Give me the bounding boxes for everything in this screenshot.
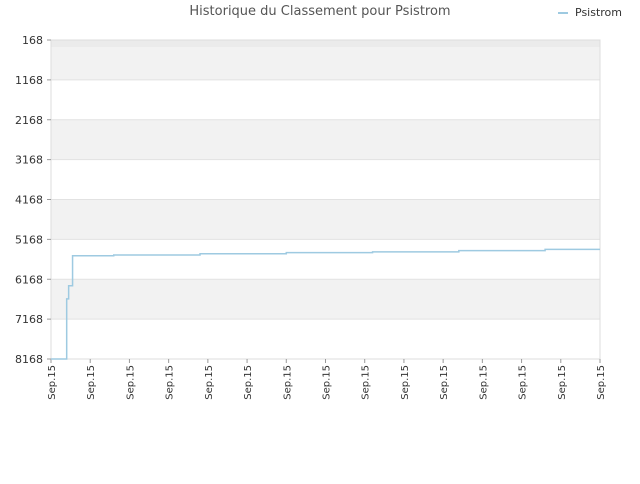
legend-label: Psistrom bbox=[575, 6, 622, 19]
y-tick-label: 2168 bbox=[15, 114, 43, 127]
y-tick-label: 1168 bbox=[15, 74, 43, 87]
x-tick-label: Sep.15 bbox=[243, 365, 254, 400]
x-tick-label: Sep.15 bbox=[322, 365, 333, 400]
y-tick-label: 168 bbox=[22, 34, 43, 47]
y-tick-label: 7168 bbox=[15, 313, 43, 326]
x-tick-label: Sep.15 bbox=[439, 365, 450, 400]
y-tick-label: 3168 bbox=[15, 154, 43, 167]
x-tick-label: Sep.15 bbox=[478, 365, 489, 400]
x-tick-label: Sep.15 bbox=[518, 365, 529, 400]
x-tick-label: Sep.15 bbox=[204, 365, 215, 400]
chart-title: Historique du Classement pour Psistrom bbox=[189, 4, 451, 19]
y-tick-label: 5168 bbox=[15, 233, 43, 246]
legend-swatch bbox=[558, 11, 568, 14]
grid-band bbox=[51, 40, 600, 47]
grid-band bbox=[51, 119, 600, 160]
legend: Psistrom bbox=[558, 6, 622, 19]
x-tick-label: Sep.15 bbox=[86, 365, 97, 400]
x-tick-label: Sep.15 bbox=[282, 365, 293, 400]
x-tick-label: Sep.15 bbox=[361, 365, 372, 400]
y-tick-label: 4168 bbox=[15, 194, 43, 207]
x-tick-label: Sep.15 bbox=[596, 365, 607, 400]
x-tick-label: Sep.15 bbox=[400, 365, 411, 400]
y-tick-label: 8168 bbox=[15, 353, 43, 366]
x-tick-label: Sep.15 bbox=[125, 365, 136, 400]
grid-band bbox=[51, 199, 600, 240]
y-tick-label: 6168 bbox=[15, 273, 43, 286]
x-tick-label: Sep.15 bbox=[47, 365, 58, 400]
series-line bbox=[51, 248, 600, 360]
grid-band bbox=[51, 279, 600, 320]
x-tick-label: Sep.15 bbox=[557, 365, 568, 400]
x-tick-label: Sep.15 bbox=[165, 365, 176, 400]
